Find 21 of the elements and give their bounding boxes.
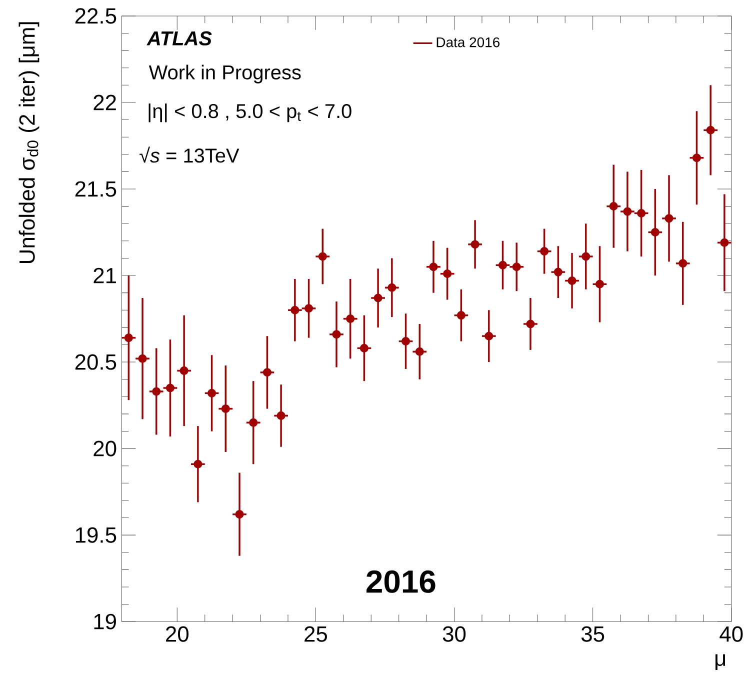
- y-tick-label: 21: [94, 268, 116, 283]
- y-tick-label: 20.5: [75, 354, 116, 370]
- y-axis-title: Unfolded σ$_{d0}$ (2 iter) [μm]: [18, 22, 40, 263]
- x-tick-label: 40: [720, 626, 743, 642]
- annotation: ATLAS: [146, 31, 212, 46]
- annotation: √s = 13TeV: [140, 146, 240, 162]
- y-tick-label: 21.5: [75, 180, 116, 197]
- annotation: Work in Progress: [148, 64, 301, 84]
- y-tick-label: 19: [94, 614, 116, 630]
- annotation: |η| < 0.8 , 5.0 < p$_{t}$ < 7.0: [148, 103, 352, 122]
- y-tick-label: 19.5: [76, 527, 116, 543]
- x-tick-label: 20: [166, 626, 188, 642]
- y-tick-label: 22.5: [75, 8, 116, 24]
- y-tick-label: 20: [94, 440, 116, 456]
- legend-label: Data 2016: [436, 37, 500, 47]
- annotation: 2016: [366, 570, 436, 593]
- y-tick-label: 22: [94, 94, 116, 110]
- x-tick-label: 30: [442, 626, 466, 642]
- x-tick-label: 25: [304, 626, 327, 642]
- x-tick-label: 35: [581, 626, 604, 642]
- x-axis-title: μ: [715, 654, 726, 670]
